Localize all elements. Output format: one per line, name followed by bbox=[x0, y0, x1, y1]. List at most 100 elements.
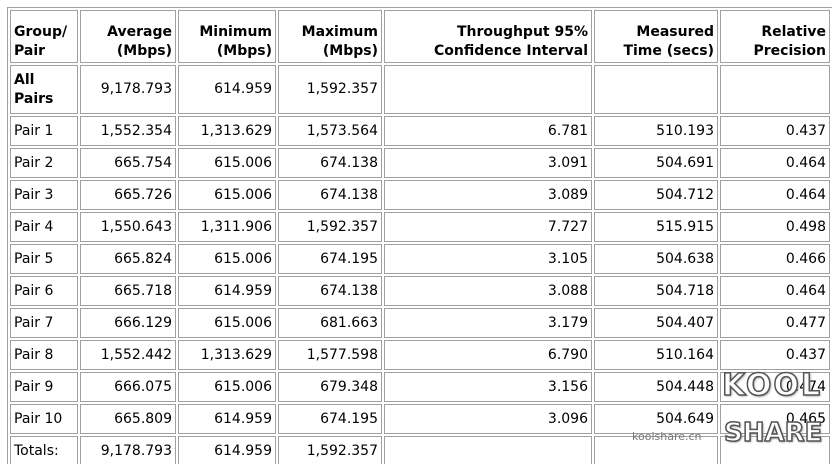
cell: 0.437 bbox=[720, 116, 830, 146]
table-row: Totals: 9,178.793 614.959 1,592.357 bbox=[10, 436, 830, 464]
cell: 1,313.629 bbox=[178, 340, 276, 370]
cell: 665.718 bbox=[80, 276, 176, 306]
empty-cell bbox=[720, 65, 830, 114]
column-header: Measured Time (secs) bbox=[594, 10, 718, 63]
cell: 615.006 bbox=[178, 308, 276, 338]
cell: 665.754 bbox=[80, 148, 176, 178]
empty-cell bbox=[594, 436, 718, 464]
cell: 3.179 bbox=[384, 308, 592, 338]
empty-cell bbox=[384, 436, 592, 464]
row-label: Pair 4 bbox=[10, 212, 78, 242]
cell: 504.638 bbox=[594, 244, 718, 274]
cell: 515.915 bbox=[594, 212, 718, 242]
cell: 674.138 bbox=[278, 148, 382, 178]
table-row: Pair 6 665.718 614.959 674.138 3.088 504.718 0… bbox=[10, 276, 830, 306]
cell: 504.691 bbox=[594, 148, 718, 178]
table-row: Pair 8 1,552.442 1,313.629 1,577.598 6.790 51… bbox=[10, 340, 830, 370]
cell: 1,592.357 bbox=[278, 65, 382, 114]
table-row: Pair 2 665.754 615.006 674.138 3.091 504.691 0… bbox=[10, 148, 830, 178]
cell: 1,311.906 bbox=[178, 212, 276, 242]
cell: 3.105 bbox=[384, 244, 592, 274]
row-label: All Pairs bbox=[10, 65, 78, 114]
cell: 1,592.357 bbox=[278, 212, 382, 242]
table-row: All Pairs 9,178.793 614.959 1,592.357 bbox=[10, 65, 830, 114]
cell: 615.006 bbox=[178, 180, 276, 210]
empty-cell bbox=[384, 65, 592, 114]
cell: 615.006 bbox=[178, 244, 276, 274]
row-label: Pair 3 bbox=[10, 180, 78, 210]
table-row: Pair 7 666.129 615.006 681.663 3.179 504.407 0… bbox=[10, 308, 830, 338]
empty-cell bbox=[594, 65, 718, 114]
watermark-logo: KOOL bbox=[721, 367, 823, 404]
cell: 674.138 bbox=[278, 180, 382, 210]
cell: 665.809 bbox=[80, 404, 176, 434]
cell: 6.781 bbox=[384, 116, 592, 146]
cell: 6.790 bbox=[384, 340, 592, 370]
row-label: Pair 9 bbox=[10, 372, 78, 402]
table-row: Pair 9 666.075 615.006 679.348 3.156 504.448 0… bbox=[10, 372, 830, 402]
cell: 615.006 bbox=[178, 372, 276, 402]
cell: 1,592.357 bbox=[278, 436, 382, 464]
cell: 1,573.564 bbox=[278, 116, 382, 146]
cell: 666.129 bbox=[80, 308, 176, 338]
column-header: Average (Mbps) bbox=[80, 10, 176, 63]
cell: 0.464 bbox=[720, 276, 830, 306]
cell: 615.006 bbox=[178, 148, 276, 178]
cell: 1,552.442 bbox=[80, 340, 176, 370]
cell: 665.726 bbox=[80, 180, 176, 210]
table-body: All Pairs 9,178.793 614.959 1,592.357 Pair 1… bbox=[10, 65, 830, 464]
cell: 9,178.793 bbox=[80, 65, 176, 114]
row-label: Totals: bbox=[10, 436, 78, 464]
row-label: Pair 10 bbox=[10, 404, 78, 434]
cell: 504.718 bbox=[594, 276, 718, 306]
cell: 3.088 bbox=[384, 276, 592, 306]
cell: 674.195 bbox=[278, 244, 382, 274]
row-label: Pair 1 bbox=[10, 116, 78, 146]
table-row: Pair 5 665.824 615.006 674.195 3.105 504.638 0… bbox=[10, 244, 830, 274]
cell: 681.663 bbox=[278, 308, 382, 338]
cell: 1,577.598 bbox=[278, 340, 382, 370]
header-row: Group/ Pair Average (Mbps) Minimum (Mbps) M… bbox=[10, 10, 830, 63]
cell: 674.195 bbox=[278, 404, 382, 434]
cell: 0.474 bbox=[720, 372, 830, 402]
cell: 504.407 bbox=[594, 308, 718, 338]
cell: 614.959 bbox=[178, 65, 276, 114]
cell: 510.193 bbox=[594, 116, 718, 146]
cell: 665.824 bbox=[80, 244, 176, 274]
column-header: Relative Precision bbox=[720, 10, 830, 63]
column-header: Maximum (Mbps) bbox=[278, 10, 382, 63]
empty-cell bbox=[720, 436, 830, 464]
cell: 504.448 bbox=[594, 372, 718, 402]
cell: 666.075 bbox=[80, 372, 176, 402]
table-row: Pair 1 1,552.354 1,313.629 1,573.564 6.781 51… bbox=[10, 116, 830, 146]
cell: 614.959 bbox=[178, 436, 276, 464]
cell: 679.348 bbox=[278, 372, 382, 402]
cell: 504.712 bbox=[594, 180, 718, 210]
cell: 3.091 bbox=[384, 148, 592, 178]
cell: 9,178.793 bbox=[80, 436, 176, 464]
cell: 510.164 bbox=[594, 340, 718, 370]
cell: 1,313.629 bbox=[178, 116, 276, 146]
cell: 3.096 bbox=[384, 404, 592, 434]
column-header: Group/ Pair bbox=[10, 10, 78, 63]
cell: 0.465 bbox=[720, 404, 830, 434]
cell: 0.498 bbox=[720, 212, 830, 242]
cell: 504.649 bbox=[594, 404, 718, 434]
row-label: Pair 7 bbox=[10, 308, 78, 338]
row-label: Pair 5 bbox=[10, 244, 78, 274]
cell: 0.477 bbox=[720, 308, 830, 338]
watermark-logo: SHARE bbox=[723, 417, 823, 449]
cell: 1,550.643 bbox=[80, 212, 176, 242]
cell: 7.727 bbox=[384, 212, 592, 242]
table-row: Pair 4 1,550.643 1,311.906 1,592.357 7.727 51… bbox=[10, 212, 830, 242]
table-row: Pair 3 665.726 615.006 674.138 3.089 504.712 0… bbox=[10, 180, 830, 210]
table-row: Pair 10 665.809 614.959 674.195 3.096 504.649… bbox=[10, 404, 830, 434]
cell: 614.959 bbox=[178, 404, 276, 434]
column-header: Throughput 95% Confidence Interval bbox=[384, 10, 592, 63]
cell: 0.437 bbox=[720, 340, 830, 370]
cell: 0.466 bbox=[720, 244, 830, 274]
row-label: Pair 6 bbox=[10, 276, 78, 306]
cell: 3.156 bbox=[384, 372, 592, 402]
row-label: Pair 8 bbox=[10, 340, 78, 370]
